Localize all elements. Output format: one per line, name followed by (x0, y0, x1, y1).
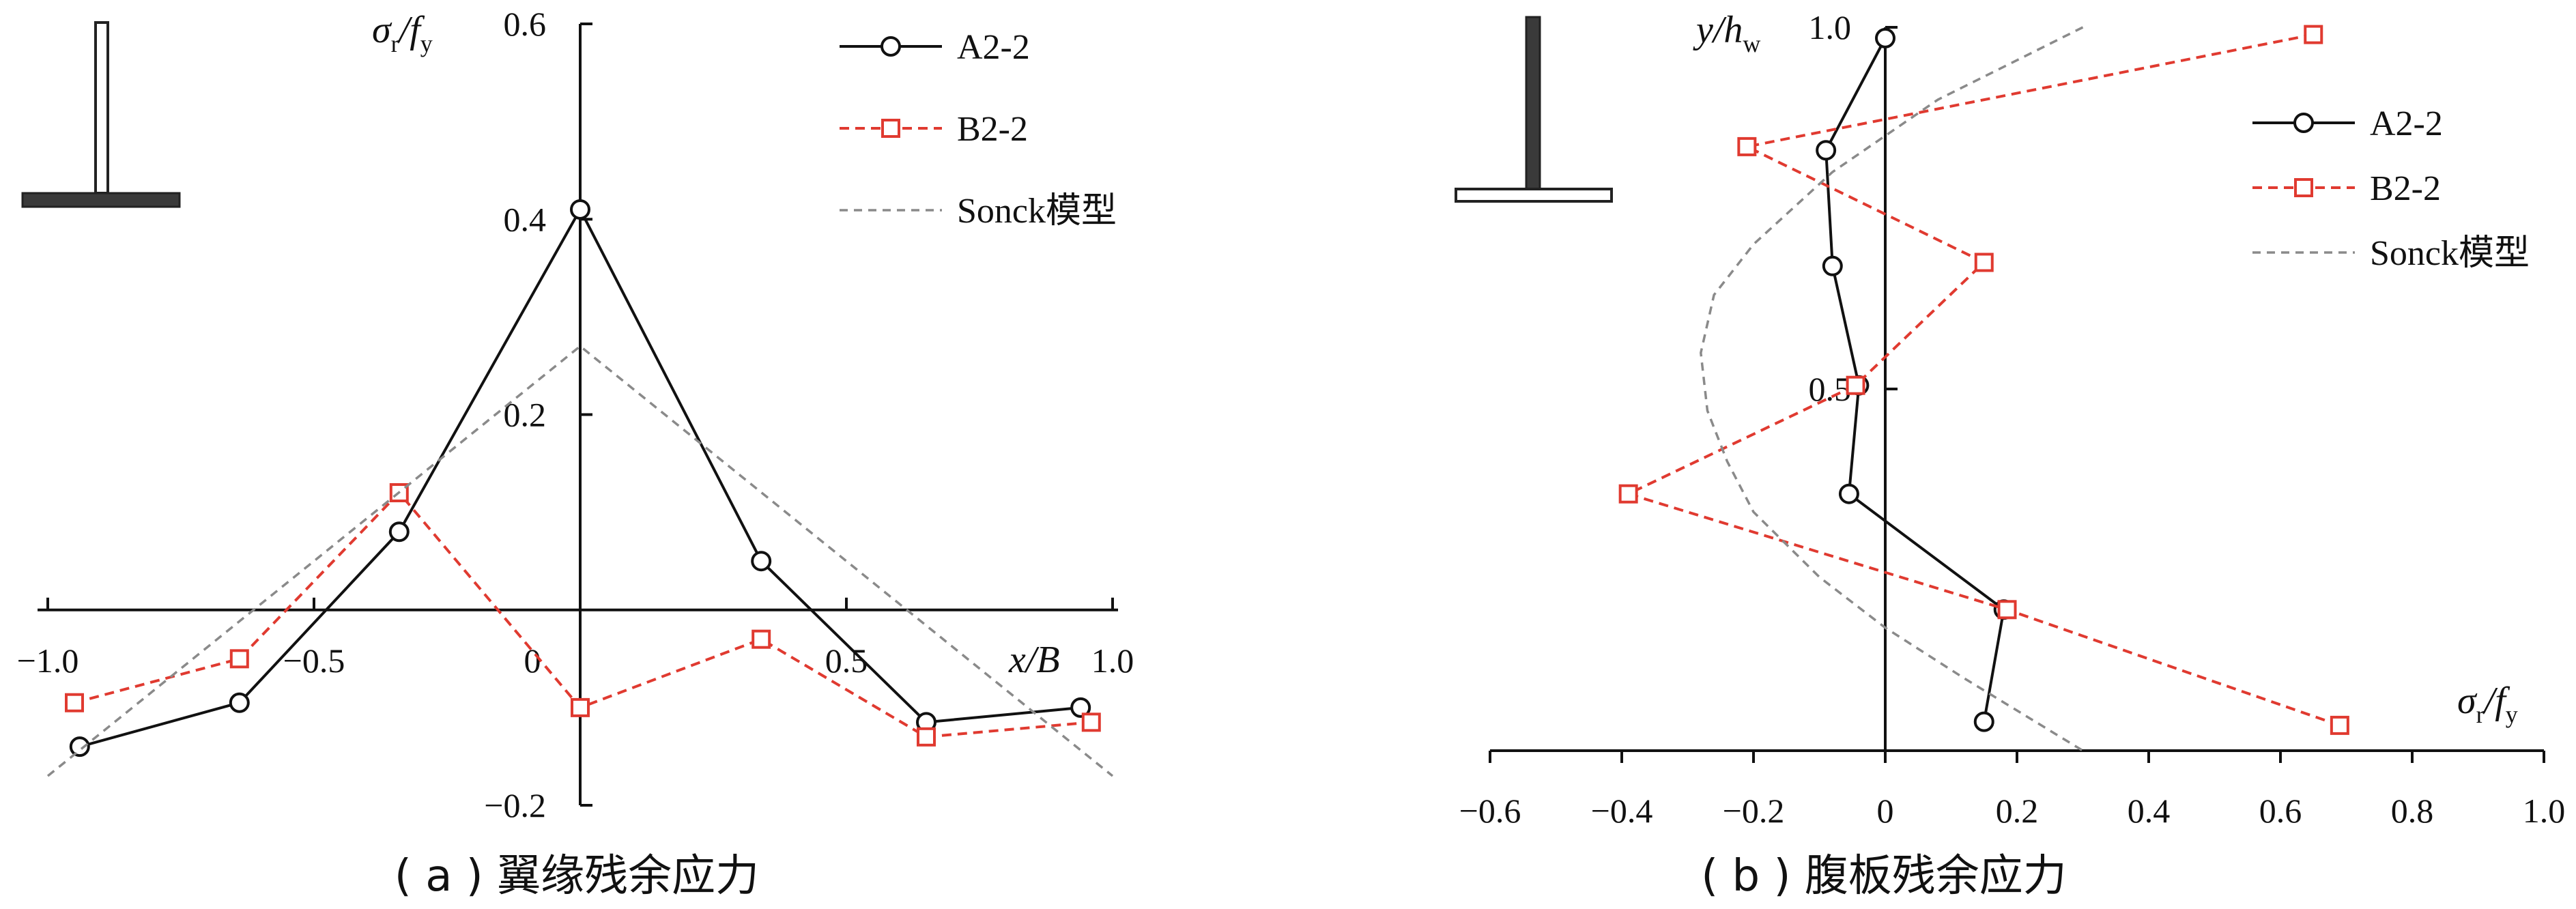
data-point-square (2330, 715, 2349, 735)
data-point-square (1846, 375, 1865, 395)
data-point-circle (1875, 27, 1895, 48)
data-point-square (1618, 484, 1638, 504)
x-tick-label: 0.8 (2391, 792, 2434, 830)
panel-a-ylabel: σr/fy (372, 9, 433, 57)
panel-a-tick-labels: −1.0 −0.5 0 0.5 1.0 0.6 0.4 0.2 −0.2 (17, 5, 1134, 824)
panel-a-xlabel: x/B (1008, 639, 1060, 681)
data-point-circle (229, 692, 250, 713)
series-line-2 (1625, 33, 2341, 727)
series-line-3 (46, 345, 1114, 777)
legend-marker-square (881, 119, 900, 138)
data-point-circle (388, 521, 410, 543)
y-tick-label: 0.6 (504, 5, 547, 43)
panel-b-xlabel: σr/fy (2457, 680, 2518, 728)
x-tick-label: 0.6 (2259, 792, 2302, 830)
legend-marker-square (2294, 178, 2313, 197)
panel-b-ylabel: y/hw (1693, 9, 1760, 57)
data-point-square (1737, 136, 1757, 156)
x-tick-label: −1.0 (17, 641, 79, 680)
data-point-square (1997, 600, 2017, 620)
panel-b: −0.6 −0.4 −0.2 0 0.2 0.4 0.6 0.8 1.0 1.0 0.5 A2-2 B… (1455, 8, 2566, 901)
panel-b-series (1618, 25, 2349, 752)
flange-outline-icon (1455, 188, 1613, 203)
x-tick-label: 1.0 (2523, 792, 2566, 830)
x-tick-label: −0.5 (283, 641, 345, 680)
data-point-circle (1838, 483, 1859, 504)
web-plate-icon (1525, 16, 1541, 190)
legend-label: A2-2 (957, 28, 1030, 67)
data-point-circle (1816, 140, 1837, 161)
panel-b-axes (1489, 26, 2545, 763)
x-tick-label: 0 (524, 641, 541, 680)
data-point-square (571, 697, 590, 717)
series-line-3 (1700, 26, 2084, 752)
y-tick-label: −0.2 (484, 786, 546, 824)
panel-a-axes (38, 23, 1118, 807)
legend-label: Sonck模型 (2370, 234, 2530, 273)
legend-marker-circle (2293, 113, 2314, 133)
flange-plate-icon (21, 192, 181, 208)
panel-b-tick-labels: −0.6 −0.4 −0.2 0 0.2 0.4 0.6 0.8 1.0 1.0 0.5 (1459, 8, 2566, 830)
x-tick-label: −0.6 (1459, 792, 1521, 830)
data-point-circle (69, 736, 90, 758)
y-tick-label: 0.2 (504, 396, 547, 434)
data-point-square (917, 727, 936, 747)
x-tick-label: −0.2 (1723, 792, 1785, 830)
legend-label: B2-2 (957, 110, 1028, 149)
x-tick-label: 0.2 (1996, 792, 2039, 830)
legend-label: Sonck模型 (957, 192, 1117, 231)
data-point-circle (1070, 697, 1091, 718)
y-tick-label: 1.0 (1809, 8, 1852, 46)
legend-label: B2-2 (2370, 169, 2441, 208)
x-tick-label: −0.4 (1591, 792, 1653, 830)
panel-b-section-icon (1455, 16, 1613, 203)
data-point-square (229, 649, 249, 669)
data-point-circle (751, 551, 772, 572)
panel-a: −1.0 −0.5 0 0.5 1.0 0.6 0.4 0.2 −0.2 A2-2 B2-2 Son… (17, 5, 1134, 901)
data-point-circle (1822, 255, 1843, 276)
legend-label: A2-2 (2370, 104, 2443, 143)
data-point-circle (1973, 711, 1994, 732)
data-point-circle (570, 199, 590, 220)
data-point-square (1081, 712, 1101, 732)
data-point-square (752, 629, 771, 649)
panel-a-legend: A2-2 B2-2 Sonck模型 (840, 28, 1117, 231)
panel-b-legend: A2-2 B2-2 Sonck模型 (2252, 104, 2530, 273)
panel-b-caption: ( b ) 腹板残余应力 (1701, 851, 2067, 901)
panel-a-caption: ( a ) 翼缘残余应力 (395, 851, 759, 901)
x-tick-label: 0 (1877, 792, 1894, 830)
flange-web-icon (94, 21, 109, 194)
y-tick-label: 0.4 (504, 200, 547, 238)
data-point-square (65, 693, 84, 712)
panel-a-section-icon (21, 21, 181, 208)
panel-a-series (46, 199, 1114, 777)
data-point-square (1974, 252, 1994, 272)
x-tick-label: 0.4 (2128, 792, 2171, 830)
data-point-square (2304, 25, 2323, 44)
x-tick-label: 0.5 (825, 641, 868, 680)
x-tick-label: 1.0 (1091, 641, 1134, 680)
y-tick-label: 0.5 (1809, 370, 1852, 408)
legend-marker-circle (881, 36, 901, 57)
